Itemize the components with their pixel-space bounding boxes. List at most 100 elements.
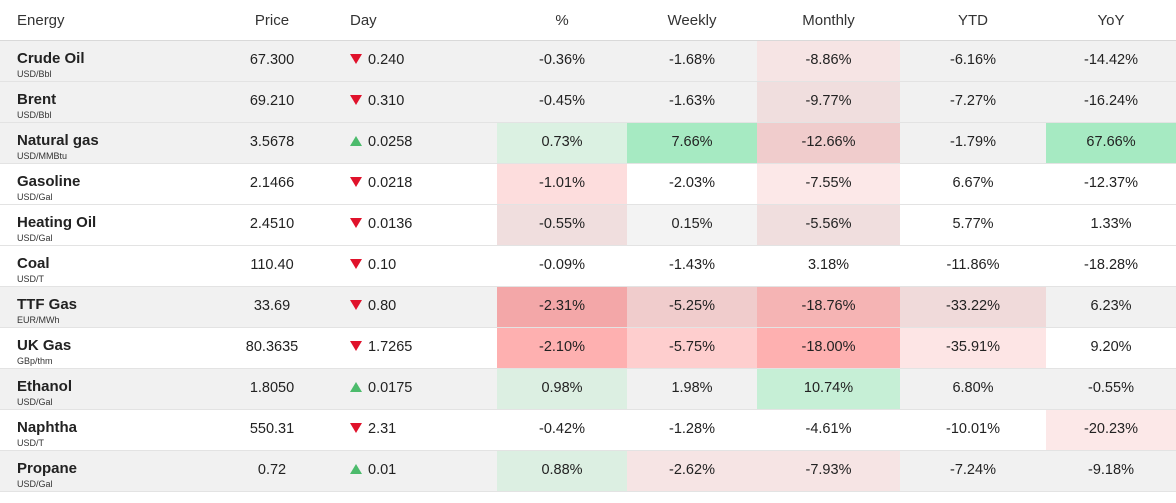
commodity-cell[interactable]: Propane USD/Gal — [0, 450, 202, 492]
percent-cell: 0.98% — [497, 368, 627, 410]
ytd-cell: -6.16% — [900, 40, 1046, 82]
percent-cell: -0.55% — [497, 204, 627, 246]
percent-cell: -1.01% — [497, 163, 627, 205]
table-row[interactable]: UK Gas GBp/thm 80.3635 1.7265 -2.10% -5.7… — [0, 327, 1176, 369]
commodity-unit: USD/Gal — [17, 233, 53, 243]
percent-cell: 0.73% — [497, 122, 627, 164]
header-ytd[interactable]: YTD — [900, 0, 1046, 41]
yoy-cell: -18.28% — [1046, 245, 1176, 287]
energy-table: Energy Price Day % Weekly Monthly YTD Yo… — [0, 0, 1176, 492]
commodity-cell[interactable]: Naphtha USD/T — [0, 409, 202, 451]
ytd-cell: -1.79% — [900, 122, 1046, 164]
header-day[interactable]: Day — [342, 0, 497, 41]
yoy-cell: -12.37% — [1046, 163, 1176, 205]
commodity-name[interactable]: Gasoline — [17, 173, 81, 190]
commodity-unit: USD/Gal — [17, 479, 53, 489]
commodity-name[interactable]: Coal — [17, 255, 50, 272]
commodity-cell[interactable]: Ethanol USD/Gal — [0, 368, 202, 410]
percent-cell: 0.88% — [497, 450, 627, 492]
header-weekly[interactable]: Weekly — [627, 0, 757, 41]
commodity-unit: USD/Gal — [17, 192, 53, 202]
weekly-cell: 0.15% — [627, 204, 757, 246]
commodity-name[interactable]: TTF Gas — [17, 296, 78, 313]
monthly-cell: -7.93% — [757, 450, 900, 492]
commodity-unit: USD/T — [17, 438, 44, 448]
header-price[interactable]: Price — [202, 0, 342, 41]
down-arrow-icon — [350, 341, 362, 351]
commodity-cell[interactable]: UK Gas GBp/thm — [0, 327, 202, 369]
monthly-cell: 10.74% — [757, 368, 900, 410]
commodity-name[interactable]: UK Gas — [17, 337, 72, 354]
up-arrow-icon — [350, 136, 362, 146]
percent-cell: -0.09% — [497, 245, 627, 287]
day-change-cell: 0.01 — [342, 450, 497, 492]
price-cell: 80.3635 — [202, 327, 342, 369]
header-energy[interactable]: Energy — [0, 0, 202, 41]
table-row[interactable]: Brent USD/Bbl 69.210 0.310 -0.45% -1.63% … — [0, 81, 1176, 123]
commodity-name[interactable]: Crude Oil — [17, 50, 85, 67]
commodity-name[interactable]: Naphtha — [17, 419, 77, 436]
commodity-name[interactable]: Natural gas — [17, 132, 99, 149]
commodity-cell[interactable]: Brent USD/Bbl — [0, 81, 202, 123]
table-row[interactable]: Heating Oil USD/Gal 2.4510 0.0136 -0.55% … — [0, 204, 1176, 246]
monthly-cell: -18.00% — [757, 327, 900, 369]
header-yoy[interactable]: YoY — [1046, 0, 1176, 41]
yoy-cell: 6.23% — [1046, 286, 1176, 328]
table-row[interactable]: TTF Gas EUR/MWh 33.69 0.80 -2.31% -5.25% … — [0, 286, 1176, 328]
table-row[interactable]: Coal USD/T 110.40 0.10 -0.09% -1.43% 3.18… — [0, 245, 1176, 287]
table-row[interactable]: Gasoline USD/Gal 2.1466 0.0218 -1.01% -2.… — [0, 163, 1176, 205]
commodity-name[interactable]: Brent — [17, 91, 57, 108]
day-change-cell: 2.31 — [342, 409, 497, 451]
table-row[interactable]: Natural gas USD/MMBtu 3.5678 0.0258 0.73%… — [0, 122, 1176, 164]
percent-cell: -0.45% — [497, 81, 627, 123]
commodity-unit: USD/Bbl — [17, 110, 52, 120]
weekly-cell: -2.03% — [627, 163, 757, 205]
commodity-cell[interactable]: Gasoline USD/Gal — [0, 163, 202, 205]
ytd-cell: 6.67% — [900, 163, 1046, 205]
commodity-unit: USD/Bbl — [17, 69, 52, 79]
yoy-cell: -20.23% — [1046, 409, 1176, 451]
commodity-cell[interactable]: Heating Oil USD/Gal — [0, 204, 202, 246]
day-change-cell: 0.0175 — [342, 368, 497, 410]
ytd-cell: -7.27% — [900, 81, 1046, 123]
table-row[interactable]: Naphtha USD/T 550.31 2.31 -0.42% -1.28% -… — [0, 409, 1176, 451]
ytd-cell: 6.80% — [900, 368, 1046, 410]
header-row: Energy Price Day % Weekly Monthly YTD Yo… — [0, 0, 1176, 41]
down-arrow-icon — [350, 54, 362, 64]
down-arrow-icon — [350, 300, 362, 310]
weekly-cell: -5.75% — [627, 327, 757, 369]
commodity-name[interactable]: Ethanol — [17, 378, 72, 395]
down-arrow-icon — [350, 95, 362, 105]
weekly-cell: -1.68% — [627, 40, 757, 82]
yoy-cell: 1.33% — [1046, 204, 1176, 246]
ytd-cell: -10.01% — [900, 409, 1046, 451]
header-monthly[interactable]: Monthly — [757, 0, 900, 41]
commodity-unit: USD/Gal — [17, 397, 53, 407]
table-row[interactable]: Ethanol USD/Gal 1.8050 0.0175 0.98% 1.98%… — [0, 368, 1176, 410]
weekly-cell: -1.28% — [627, 409, 757, 451]
down-arrow-icon — [350, 423, 362, 433]
weekly-cell: -1.63% — [627, 81, 757, 123]
day-change-cell: 0.0258 — [342, 122, 497, 164]
commodity-cell[interactable]: Natural gas USD/MMBtu — [0, 122, 202, 164]
percent-cell: -0.36% — [497, 40, 627, 82]
day-change-cell: 0.10 — [342, 245, 497, 287]
monthly-cell: -4.61% — [757, 409, 900, 451]
ytd-cell: -35.91% — [900, 327, 1046, 369]
header-percent[interactable]: % — [497, 0, 627, 41]
table-row[interactable]: Crude Oil USD/Bbl 67.300 0.240 -0.36% -1.… — [0, 40, 1176, 82]
day-change-cell: 0.80 — [342, 286, 497, 328]
commodity-cell[interactable]: Crude Oil USD/Bbl — [0, 40, 202, 82]
weekly-cell: -5.25% — [627, 286, 757, 328]
price-cell: 2.4510 — [202, 204, 342, 246]
price-cell: 550.31 — [202, 409, 342, 451]
commodity-name[interactable]: Propane — [17, 460, 78, 477]
monthly-cell: -12.66% — [757, 122, 900, 164]
percent-cell: -2.31% — [497, 286, 627, 328]
commodity-cell[interactable]: Coal USD/T — [0, 245, 202, 287]
commodity-name[interactable]: Heating Oil — [17, 214, 97, 231]
price-cell: 0.72 — [202, 450, 342, 492]
commodity-cell[interactable]: TTF Gas EUR/MWh — [0, 286, 202, 328]
table-row[interactable]: Propane USD/Gal 0.72 0.01 0.88% -2.62% -7… — [0, 450, 1176, 492]
monthly-cell: -18.76% — [757, 286, 900, 328]
